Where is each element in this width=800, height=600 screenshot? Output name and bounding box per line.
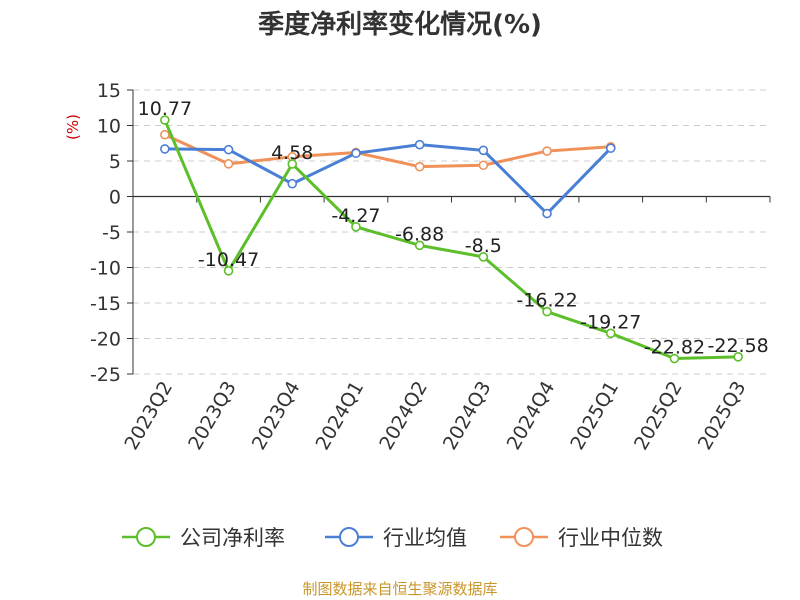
chart-title: 季度净利率变化情况(%) [258, 9, 542, 40]
data-point [160, 144, 170, 154]
source-note: 制图数据来自恒生聚源数据库 [302, 580, 497, 598]
legend-marker [339, 527, 359, 547]
data-labels: 10.77 -10.47 4.58 -4.27 -6.88 -8.5 -16.22-19.2… [138, 98, 769, 358]
x-tick-label: 2025Q3 [694, 378, 751, 454]
data-point [414, 139, 425, 150]
x-tick-label: 2025Q1 [566, 378, 623, 454]
data-point [478, 160, 489, 171]
data-label: -22.58 [708, 335, 769, 357]
data-label: 4.58 [271, 142, 313, 164]
y-tick-label: 15 [97, 80, 121, 102]
data-label: -8.5 [465, 235, 502, 257]
legend[interactable]: 公司净利率 行业均值 行业中位数 [122, 526, 663, 550]
data-point [605, 143, 616, 154]
data-point [542, 306, 552, 317]
y-tick-label: 0 [109, 187, 121, 209]
data-point [733, 352, 743, 362]
data-point [605, 328, 616, 339]
series-line [163, 119, 739, 361]
y-tick-label: -25 [90, 364, 121, 386]
legend-item[interactable]: 公司净利率 [122, 526, 285, 550]
legend-label: 公司净利率 [180, 526, 285, 550]
data-point [542, 146, 552, 156]
x-tick-label: 2023Q2 [120, 378, 177, 454]
data-point [669, 353, 680, 364]
legend-marker [514, 527, 534, 547]
x-tick-label: 2023Q3 [184, 378, 241, 454]
legend-item[interactable]: 行业均值 [325, 526, 467, 550]
y-axis-label: (%) [64, 114, 82, 140]
x-tick-label: 2024Q2 [375, 378, 432, 454]
x-tick-label: 2023Q4 [248, 378, 305, 454]
x-tick-label: 2024Q3 [439, 377, 496, 453]
legend-marker [136, 527, 156, 547]
data-point [351, 222, 361, 232]
legend-item[interactable]: 行业中位数 [500, 526, 663, 550]
x-tick-label: 2025Q2 [630, 378, 687, 454]
y-tick-label: -5 [102, 222, 121, 244]
grid-lines [133, 89, 770, 375]
data-point [160, 115, 170, 125]
y-tick-label: -20 [90, 329, 121, 351]
x-tick-label: 2024Q4 [503, 378, 560, 454]
y-tick-label: 10 [97, 116, 121, 138]
data-point [223, 159, 234, 169]
data-point [414, 161, 425, 172]
data-label: -16.22 [516, 290, 577, 312]
data-point [351, 148, 361, 158]
y-tick-label: -10 [90, 258, 121, 280]
x-tick-label: 2024Q1 [312, 378, 369, 454]
y-tick-label: 5 [109, 151, 121, 173]
data-point [542, 208, 552, 219]
legend-label: 行业中位数 [558, 526, 663, 550]
data-label: -22.82 [644, 337, 705, 359]
data-point [287, 159, 298, 169]
series-lines [160, 115, 743, 364]
data-point [223, 266, 234, 276]
data-point [223, 144, 234, 155]
series-line [164, 143, 612, 216]
legend-label: 行业均值 [383, 526, 467, 550]
data-point [287, 178, 298, 189]
y-tick-label: -15 [90, 293, 121, 315]
data-point [414, 240, 425, 251]
data-point [478, 145, 489, 156]
data-label: -6.88 [395, 223, 444, 245]
data-point [478, 252, 489, 262]
data-label: 10.77 [138, 98, 192, 120]
series-line [164, 133, 611, 169]
data-label: -19.27 [580, 311, 641, 333]
data-label: -4.27 [331, 205, 380, 227]
data-label: -10.47 [198, 249, 259, 271]
data-point [160, 129, 170, 140]
